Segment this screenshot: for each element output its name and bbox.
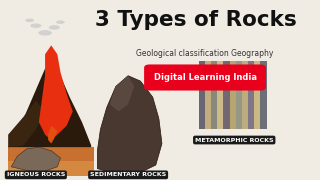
Text: IGNEOUS ROCKS: IGNEOUS ROCKS: [7, 172, 65, 177]
FancyBboxPatch shape: [144, 64, 266, 91]
Bar: [211, 61, 217, 129]
Ellipse shape: [49, 25, 60, 30]
Bar: [199, 61, 205, 129]
Ellipse shape: [30, 23, 41, 28]
Ellipse shape: [38, 30, 52, 36]
Bar: [205, 61, 211, 129]
Polygon shape: [110, 76, 134, 111]
Polygon shape: [97, 76, 162, 174]
Bar: [248, 61, 254, 129]
Bar: [254, 61, 260, 129]
Text: SEDIMENTARY ROCKS: SEDIMENTARY ROCKS: [90, 172, 166, 177]
Polygon shape: [48, 126, 57, 144]
Polygon shape: [8, 54, 91, 147]
Bar: [8, 161, 94, 176]
Bar: [217, 61, 223, 129]
Polygon shape: [39, 45, 73, 140]
Bar: [230, 61, 236, 129]
Bar: [223, 61, 230, 129]
Bar: [242, 61, 248, 129]
Polygon shape: [11, 147, 60, 172]
Bar: [260, 61, 267, 129]
Text: Geological classification Geography: Geological classification Geography: [136, 49, 274, 58]
Ellipse shape: [56, 20, 65, 24]
Text: Digital Learning India: Digital Learning India: [154, 73, 257, 82]
Ellipse shape: [25, 19, 34, 22]
Bar: [199, 61, 267, 129]
Text: 3 Types of Rocks: 3 Types of Rocks: [95, 10, 297, 30]
Text: METAMORPHIC ROCKS: METAMORPHIC ROCKS: [195, 138, 274, 143]
Bar: [8, 147, 94, 161]
Bar: [236, 61, 242, 129]
Polygon shape: [8, 101, 45, 147]
